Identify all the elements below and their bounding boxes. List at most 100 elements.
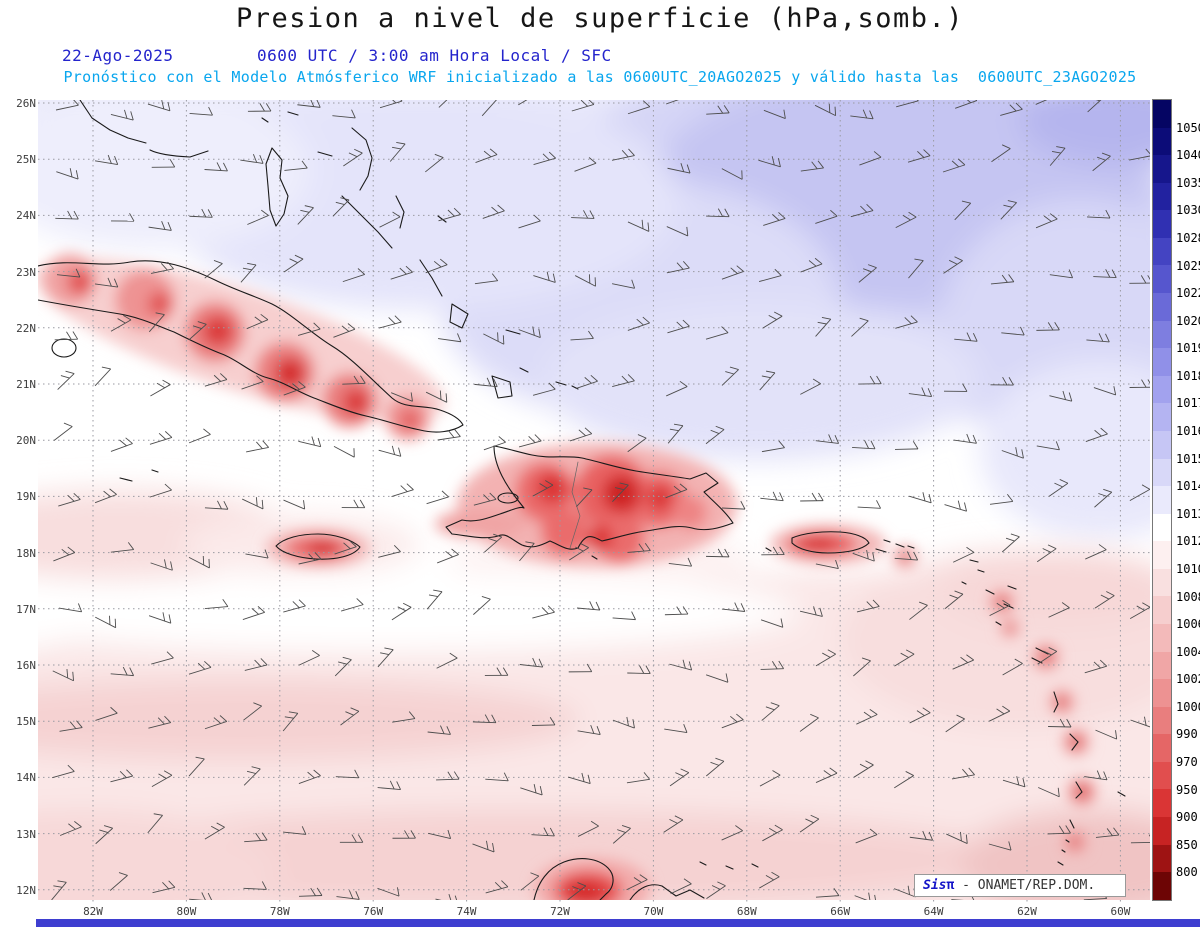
watermark-brand: Sis	[923, 878, 947, 893]
colorbar-label: 1008	[1176, 589, 1200, 604]
colorbar-label: 1016	[1176, 424, 1200, 439]
coastline-cuba	[38, 260, 464, 433]
colorbar-cell	[1153, 265, 1171, 294]
colorbar-label: 900	[1176, 810, 1198, 825]
colorbar-label: 1025	[1176, 258, 1200, 273]
coastline-bahamas	[261, 111, 579, 399]
coastline-caymans	[119, 469, 159, 482]
colorbar-cell	[1153, 541, 1171, 569]
lat-label: 16N	[16, 659, 36, 672]
colorbar-label: 1017	[1176, 396, 1200, 411]
colorbar-cell	[1153, 679, 1171, 707]
forecast-date: 22-Ago-2025	[62, 46, 174, 65]
forecast-time: 0600 UTC / 3:00 am Hora Local / SFC	[257, 46, 612, 65]
colorbar-label: 1030	[1176, 203, 1200, 218]
colorbar-cell	[1153, 486, 1171, 514]
colorbar-cell	[1153, 237, 1171, 266]
colorbar-label: 990	[1176, 727, 1198, 742]
colorbar-label: 1010	[1176, 561, 1200, 576]
colorbar-cell	[1153, 596, 1171, 624]
colorbar-cell	[1153, 568, 1171, 597]
watermark-org: - ONAMET/REP.DOM.	[954, 878, 1096, 893]
colorbar-label: 1015	[1176, 451, 1200, 466]
lon-label: 78W	[269, 905, 290, 918]
low-pressure-shading	[38, 490, 1150, 900]
page-title: Presion a nivel de superficie (hPa,somb.…	[236, 3, 964, 34]
colorbar-cell	[1153, 100, 1171, 128]
lat-label: 24N	[16, 209, 36, 223]
lat-label: 18N	[16, 546, 36, 560]
lat-label: 23N	[16, 265, 36, 279]
colorbar-cell	[1153, 430, 1171, 459]
colorbar-label: 1050	[1176, 120, 1200, 135]
colorbar-cell	[1153, 403, 1171, 431]
coastlines-layer	[38, 100, 1126, 900]
pressure-shading-layer	[38, 100, 1150, 900]
lat-label: 17N	[16, 602, 36, 616]
colorbar-label: 1035	[1176, 175, 1200, 190]
colorbar-cell	[1153, 734, 1171, 762]
colorbar-label: 850	[1176, 837, 1198, 852]
colorbar-label: 1020	[1176, 313, 1200, 328]
colorbar-label: 1012	[1176, 534, 1200, 549]
colorbar-cell	[1153, 872, 1171, 900]
model-run-info: Pronóstico con el Modelo Atmósferico WRF…	[63, 68, 1137, 86]
colorbar-cell	[1153, 458, 1171, 487]
colorbar-cell	[1153, 789, 1171, 818]
colorbar-cell	[1153, 651, 1171, 680]
colorbar-cell	[1153, 817, 1171, 845]
wind-barbs-layer	[51, 100, 1150, 900]
watermark: Sisπ - ONAMET/REP.DOM.	[914, 874, 1126, 897]
colorbar-label: 1028	[1176, 230, 1200, 245]
lat-label: 13N	[16, 827, 36, 841]
lon-label: 66W	[830, 905, 851, 918]
red-pressure-cores	[38, 254, 1097, 900]
colorbar-cell	[1153, 210, 1171, 238]
colorbar-label: 970	[1176, 755, 1198, 770]
lat-label: 22N	[16, 321, 36, 335]
colorbar-label: 1000	[1176, 699, 1200, 714]
colorbar-cell	[1153, 348, 1171, 376]
lat-label: 14N	[16, 771, 36, 785]
colorbar-label: 1019	[1176, 341, 1200, 356]
colorbar-label: 1013	[1176, 506, 1200, 521]
coastline-gonave	[497, 492, 519, 504]
colorbar-cell	[1153, 513, 1171, 542]
colorbar-label: 1006	[1176, 617, 1200, 632]
coastline-jamaica	[275, 533, 361, 560]
coastline-puerto-rico	[765, 531, 891, 554]
bottom-bar	[36, 919, 1200, 927]
lat-label: 19N	[16, 490, 36, 504]
lat-label: 26N	[16, 97, 36, 110]
colorbar-label: 1018	[1176, 368, 1200, 383]
colorbar-cell	[1153, 623, 1171, 652]
colorbar-cell	[1153, 182, 1171, 211]
coastline-beata	[591, 555, 598, 560]
lat-label: 20N	[16, 434, 36, 448]
lon-label: 64W	[923, 905, 944, 918]
coastline-isla-juventud	[51, 338, 77, 358]
lat-label: 12N	[16, 883, 36, 897]
colorbar-cell	[1153, 127, 1171, 156]
lon-label: 80W	[176, 905, 197, 918]
lon-label: 74W	[456, 905, 477, 918]
colorbar-cell	[1153, 293, 1171, 321]
colorbar-cell	[1153, 844, 1171, 873]
lon-label: 72W	[550, 905, 570, 918]
lat-label: 25N	[16, 153, 36, 167]
lon-label: 76W	[363, 905, 384, 918]
colorbar-cell	[1153, 706, 1171, 735]
lon-label: 82W	[83, 905, 103, 918]
lat-label: 21N	[16, 378, 36, 391]
colorbar-label: 1004	[1176, 644, 1200, 659]
coastline-hispaniola	[445, 445, 734, 550]
lon-label: 62W	[1017, 905, 1037, 918]
border-haiti-dr	[569, 461, 581, 549]
colorbar-label: 950	[1176, 782, 1198, 797]
colorbar-label: 1040	[1176, 148, 1200, 163]
coastline-lesser-antilles	[895, 543, 1126, 866]
coastline-guajira	[533, 858, 759, 900]
colorbar-label: 800	[1176, 865, 1198, 880]
